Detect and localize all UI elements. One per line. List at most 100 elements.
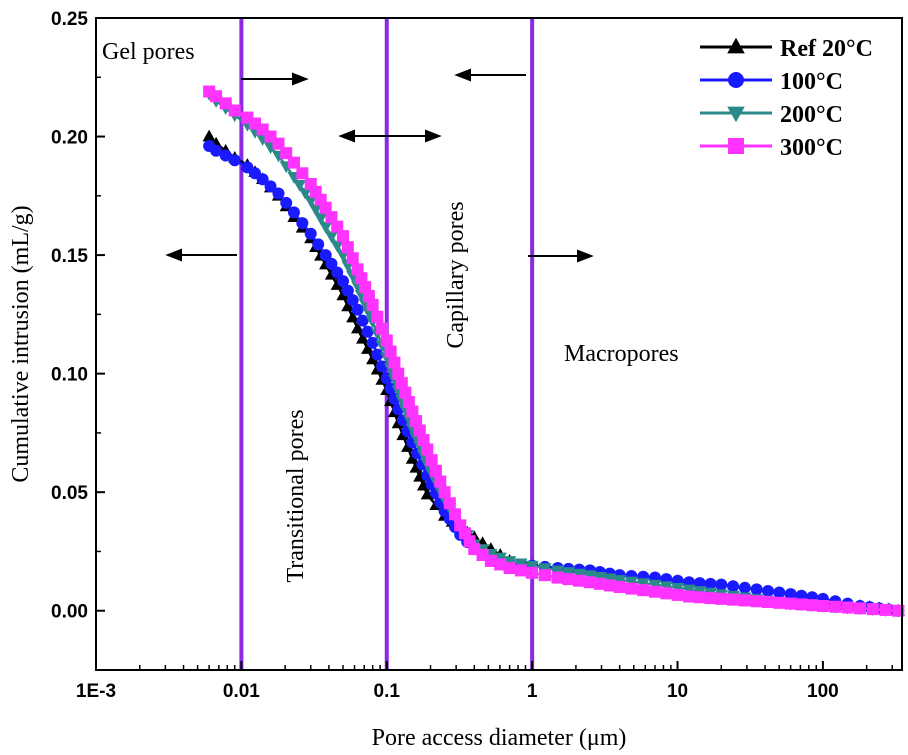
data-point: [434, 475, 447, 488]
data-point: [551, 565, 565, 578]
data-point: [425, 454, 438, 467]
data-point: [371, 348, 384, 361]
data-point: [704, 592, 717, 605]
data-point: [795, 598, 808, 611]
data-point: [376, 322, 389, 335]
annotation-macropores: Macropores: [564, 341, 679, 367]
data-point: [538, 563, 552, 575]
data-point: [761, 596, 774, 609]
data-point: [395, 377, 408, 390]
arrowhead: [454, 68, 471, 82]
data-point: [202, 129, 216, 142]
series-line: [208, 90, 899, 612]
annotation-transitional-pores: Transitional pores: [283, 409, 309, 582]
data-point: [648, 579, 662, 592]
data-point: [649, 585, 662, 598]
data-point: [738, 581, 751, 594]
data-point: [660, 587, 673, 600]
data-point: [228, 154, 241, 167]
data-point: [494, 558, 507, 571]
data-point: [750, 583, 763, 596]
legend-marker: [728, 138, 744, 154]
data-point: [514, 558, 528, 571]
data-point: [341, 299, 355, 312]
data-point: [421, 443, 434, 456]
data-point: [336, 250, 350, 262]
data-point: [603, 579, 616, 592]
data-point: [249, 117, 262, 130]
data-point: [420, 487, 434, 500]
data-point: [296, 167, 309, 180]
series-layer: [202, 85, 905, 618]
data-point: [356, 331, 370, 344]
legend-label: 200°C: [780, 102, 843, 128]
data-point: [330, 240, 344, 253]
data-point: [551, 571, 564, 584]
data-point: [346, 294, 359, 307]
data-point: [683, 590, 696, 603]
data-point: [280, 196, 293, 209]
data-point: [336, 288, 350, 301]
data-point: [773, 596, 786, 609]
data-point: [879, 603, 892, 616]
data-point: [331, 220, 344, 233]
data-point: [298, 187, 312, 200]
legend-label: 300°C: [780, 135, 843, 161]
data-point: [341, 241, 354, 254]
data-point: [613, 581, 626, 594]
data-point: [682, 584, 696, 597]
data-point: [715, 578, 728, 591]
data-point: [583, 576, 596, 589]
data-point: [738, 594, 751, 607]
data-point: [228, 104, 241, 117]
data-point: [637, 584, 650, 597]
data-point: [366, 298, 379, 311]
data-point: [750, 595, 763, 608]
data-point: [351, 303, 364, 316]
data-point: [443, 497, 456, 510]
data-point: [841, 601, 854, 614]
arrowhead: [165, 248, 182, 262]
data-point: [304, 195, 318, 208]
data-point: [210, 144, 223, 157]
data-point: [399, 386, 412, 399]
legend-label: Ref 20°C: [780, 36, 873, 62]
arrowhead: [292, 72, 309, 86]
data-point: [406, 405, 419, 418]
series-line: [208, 144, 899, 612]
data-point: [219, 97, 232, 110]
data-point: [573, 574, 586, 587]
data-point: [256, 173, 269, 186]
legend-marker: [727, 106, 745, 123]
data-point: [561, 567, 576, 579]
data-point: [304, 227, 317, 240]
data-point: [704, 577, 717, 590]
data-point: [727, 580, 740, 593]
data-point: [336, 230, 349, 243]
data-point: [572, 568, 586, 581]
annotation-gel-pores: Gel pores: [102, 39, 195, 65]
data-point: [583, 570, 597, 583]
y-tick-label: 0.15: [51, 246, 88, 267]
x-tick-label: 0.01: [223, 681, 260, 702]
data-point: [366, 336, 379, 349]
data-point: [280, 147, 293, 160]
data-point: [319, 201, 332, 214]
series-line: [208, 92, 899, 612]
data-point: [727, 593, 740, 606]
data-point: [324, 231, 339, 244]
data-point: [806, 599, 819, 612]
y-tick-label: 0.00: [51, 602, 88, 623]
data-point: [287, 156, 300, 169]
data-point: [356, 314, 369, 327]
arrowhead: [425, 129, 442, 143]
data-point: [503, 562, 516, 575]
data-point: [429, 464, 442, 477]
data-point: [392, 367, 405, 380]
plot-frame: [95, 17, 903, 671]
axis-ticks: 1E-3 0.01 0.1 1 10 100 0.00 0.05 0.10 0.15 0.20 0.2…: [51, 9, 894, 702]
legend: Ref 20°C 100°C 200°C 300°C: [700, 36, 873, 161]
data-point: [319, 221, 333, 234]
data-point: [361, 325, 374, 338]
